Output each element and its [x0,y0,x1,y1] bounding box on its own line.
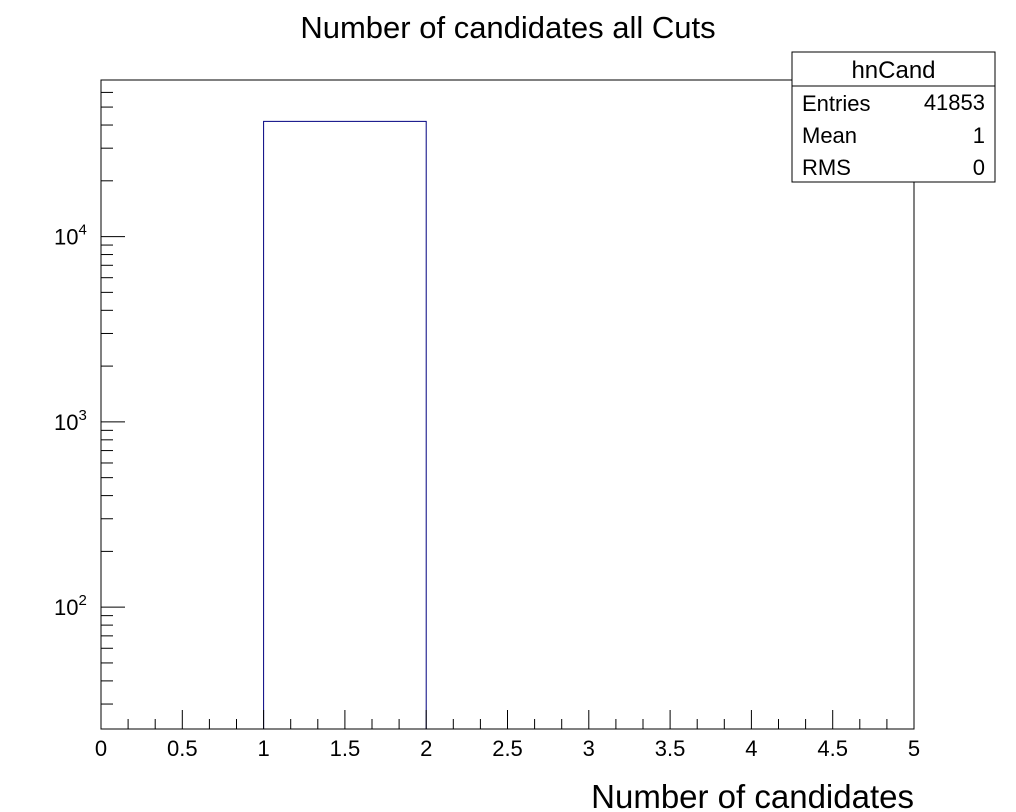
y-tick-label: 102 [54,592,87,620]
y-tick-exponent: 2 [78,592,86,609]
stats-box: hnCand Entries 41853 Mean 1 RMS 0 [791,51,996,183]
y-tick-base: 10 [54,225,78,250]
y-tick-base: 10 [54,410,78,435]
x-tick-label: 5 [908,736,920,761]
x-tick-label: 4.5 [817,736,848,761]
stats-rms-value: 0 [973,155,985,180]
x-tick-label: 4 [745,736,757,761]
y-tick-label: 103 [54,407,87,435]
y-tick-exponent: 4 [78,222,86,239]
x-tick-label: 1 [257,736,269,761]
x-tick-label: 0.5 [167,736,198,761]
stats-mean-label: Mean [802,123,857,148]
y-tick-exponent: 3 [78,407,86,424]
chart-title: Number of candidates all Cuts [300,10,715,45]
stats-box-frame [791,51,996,183]
stats-box-title: hnCand [851,57,935,84]
x-tick-label: 1.5 [330,736,361,761]
y-tick-label: 104 [54,222,87,250]
stats-entries-value: 41853 [924,90,985,115]
stats-mean-value: 1 [973,123,985,148]
x-axis-label: Number of candidates [591,778,914,812]
bars-layer [263,120,427,729]
histogram-bar [263,120,427,729]
x-tick-label: 2 [420,736,432,761]
x-tick-label: 2.5 [492,736,523,761]
stats-rms-label: RMS [802,155,851,180]
y-tick-base: 10 [54,595,78,620]
stats-entries-label: Entries [802,91,870,116]
x-tick-label: 0 [95,736,107,761]
x-tick-label: 3 [583,736,595,761]
x-tick-label: 3.5 [655,736,686,761]
x-axis: 0 0.5 1 1.5 2 2.5 3 3.5 4 4.5 5 [95,710,920,761]
